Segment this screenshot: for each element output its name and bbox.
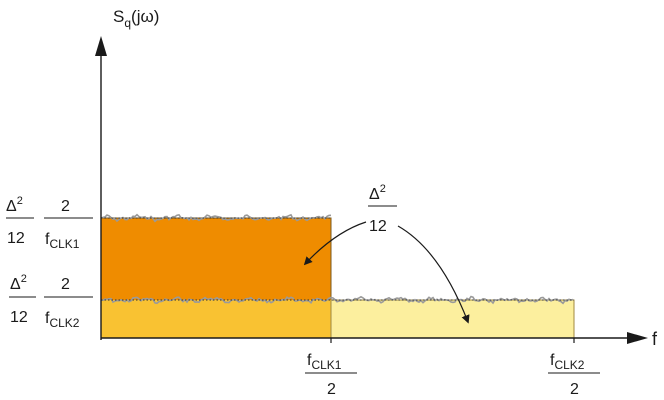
svg-text:2: 2 — [327, 381, 336, 398]
x-axis-arrowhead — [627, 332, 648, 344]
svg-text:fCLK2: fCLK2 — [550, 352, 585, 372]
svg-text:fCLK2: fCLK2 — [45, 310, 80, 330]
svg-text:12: 12 — [7, 230, 25, 247]
tick-label-clk2: fCLK2 2 — [548, 352, 600, 398]
svg-text:2: 2 — [61, 198, 70, 215]
noise-trace-high — [100, 213, 332, 223]
level-label-high: Δ2 12 2 fCLK1 — [6, 195, 93, 251]
y-axis-arrowhead — [95, 36, 107, 56]
svg-text:Δ2: Δ2 — [369, 183, 386, 203]
annotation-label: Δ2 12 — [368, 183, 397, 235]
tick-label-clk1: fCLK1 2 — [305, 352, 357, 398]
svg-text:2: 2 — [570, 381, 579, 398]
svg-text:12: 12 — [369, 218, 387, 235]
svg-text:2: 2 — [61, 276, 70, 293]
annotation-arrow-to-high-band — [303, 221, 367, 266]
high-noise-band — [101, 218, 331, 300]
noise-trace-low — [100, 295, 574, 305]
svg-text:fCLK1: fCLK1 — [307, 352, 342, 372]
x-axis-label: f — [652, 329, 658, 349]
annotation-arrow-to-low-band — [397, 225, 470, 324]
low-noise-band-inner — [101, 300, 331, 338]
y-axis-label: Sq(jω) — [113, 7, 159, 30]
svg-text:fCLK1: fCLK1 — [45, 231, 80, 251]
svg-text:12: 12 — [10, 309, 28, 326]
level-label-low: Δ2 12 2 fCLK2 — [9, 273, 93, 330]
low-noise-band-outer — [331, 300, 574, 338]
svg-text:Δ2: Δ2 — [6, 195, 23, 215]
svg-text:Δ2: Δ2 — [10, 273, 27, 293]
